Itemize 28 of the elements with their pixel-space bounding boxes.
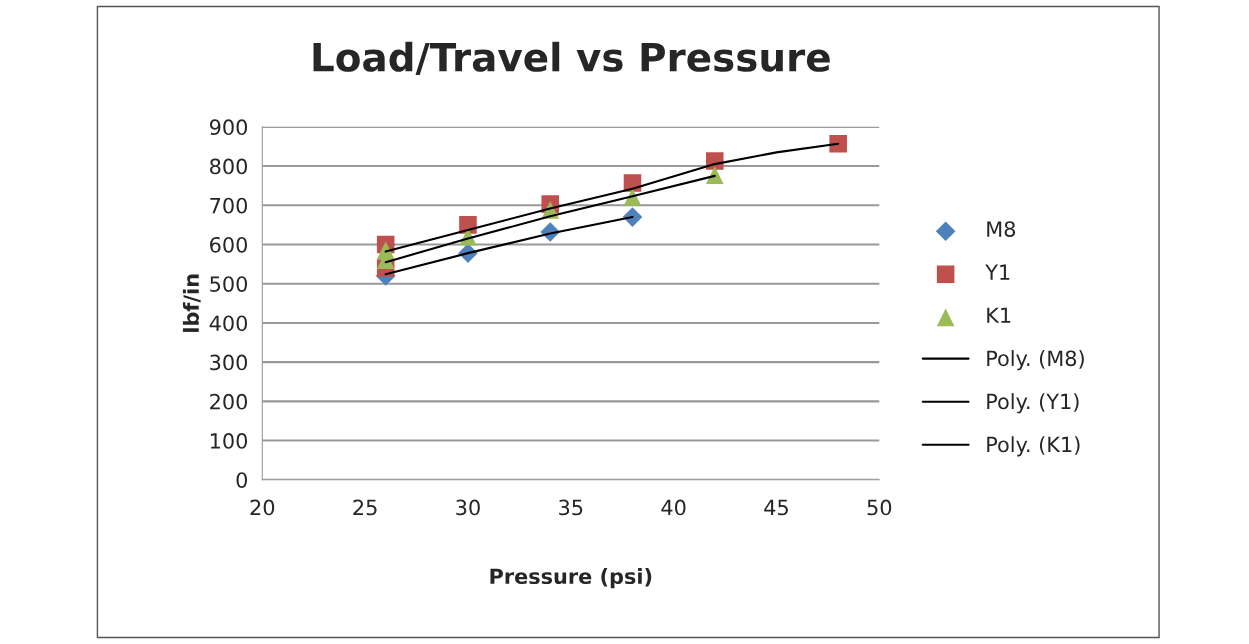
y-tick-label: 100: [210, 433, 248, 449]
x-tick-label: 20: [250, 499, 275, 516]
y-tick-label: 400: [209, 315, 248, 332]
legend-label: Poly. (M8): [987, 350, 1084, 371]
y-tick-label: 800: [210, 158, 248, 175]
y-tick-label: 300: [210, 354, 248, 371]
x-tick-label: 25: [353, 499, 377, 516]
point: [705, 166, 724, 184]
x-tick-label: 30: [456, 499, 480, 516]
x-tick-label: 40: [661, 499, 686, 516]
x-axis-title: Pressure (psi): [490, 568, 652, 589]
y-tick-label: 500: [210, 276, 248, 292]
legend-label: Poly. (Y1): [987, 393, 1079, 414]
legend-label: Poly. (K1): [987, 436, 1080, 457]
x-tick-label: 45: [764, 499, 788, 516]
legend-label: M8: [987, 221, 1016, 237]
y-tick-label: 200: [210, 393, 248, 410]
legend-label: K1: [987, 307, 1011, 323]
y-tick-label: 600: [210, 236, 248, 253]
point: [829, 134, 847, 153]
chart-title: Load/Travel vs Pressure: [313, 41, 830, 75]
x-tick-label: 35: [559, 499, 583, 516]
y-tick-label: 900: [209, 119, 248, 136]
y-tick-label: 700: [210, 197, 248, 214]
legend-label: Y1: [985, 264, 1010, 280]
y-tick-label: 0: [236, 472, 248, 488]
x-tick-label: 50: [867, 499, 892, 516]
y-axis-title: lbf/in: [182, 274, 201, 332]
